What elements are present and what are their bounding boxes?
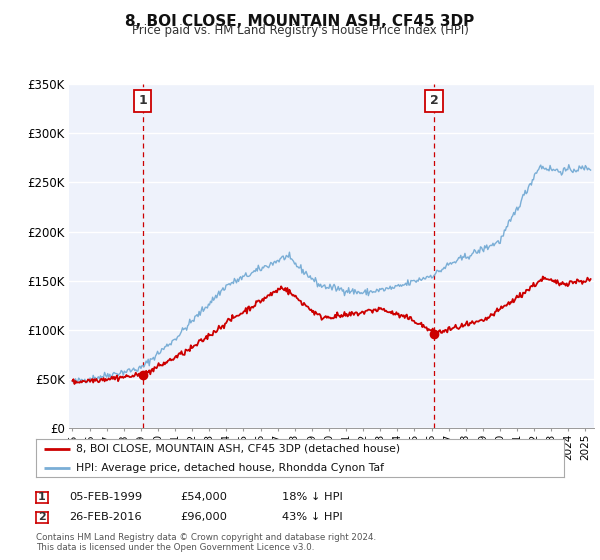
Text: 8, BOI CLOSE, MOUNTAIN ASH, CF45 3DP (detached house): 8, BOI CLOSE, MOUNTAIN ASH, CF45 3DP (de…: [76, 444, 400, 454]
Text: 05-FEB-1999: 05-FEB-1999: [69, 492, 142, 502]
Text: 18% ↓ HPI: 18% ↓ HPI: [282, 492, 343, 502]
Text: 8, BOI CLOSE, MOUNTAIN ASH, CF45 3DP: 8, BOI CLOSE, MOUNTAIN ASH, CF45 3DP: [125, 14, 475, 29]
Text: £96,000: £96,000: [180, 512, 227, 522]
Text: Contains HM Land Registry data © Crown copyright and database right 2024.: Contains HM Land Registry data © Crown c…: [36, 533, 376, 542]
Text: 43% ↓ HPI: 43% ↓ HPI: [282, 512, 343, 522]
Text: HPI: Average price, detached house, Rhondda Cynon Taf: HPI: Average price, detached house, Rhon…: [76, 463, 383, 473]
Text: £54,000: £54,000: [180, 492, 227, 502]
Text: 1: 1: [138, 94, 147, 107]
Text: 1: 1: [38, 492, 46, 502]
Text: This data is licensed under the Open Government Licence v3.0.: This data is licensed under the Open Gov…: [36, 543, 314, 552]
Text: Price paid vs. HM Land Registry's House Price Index (HPI): Price paid vs. HM Land Registry's House …: [131, 24, 469, 36]
Text: 2: 2: [430, 94, 439, 107]
Text: 26-FEB-2016: 26-FEB-2016: [69, 512, 142, 522]
Text: 2: 2: [38, 512, 46, 522]
